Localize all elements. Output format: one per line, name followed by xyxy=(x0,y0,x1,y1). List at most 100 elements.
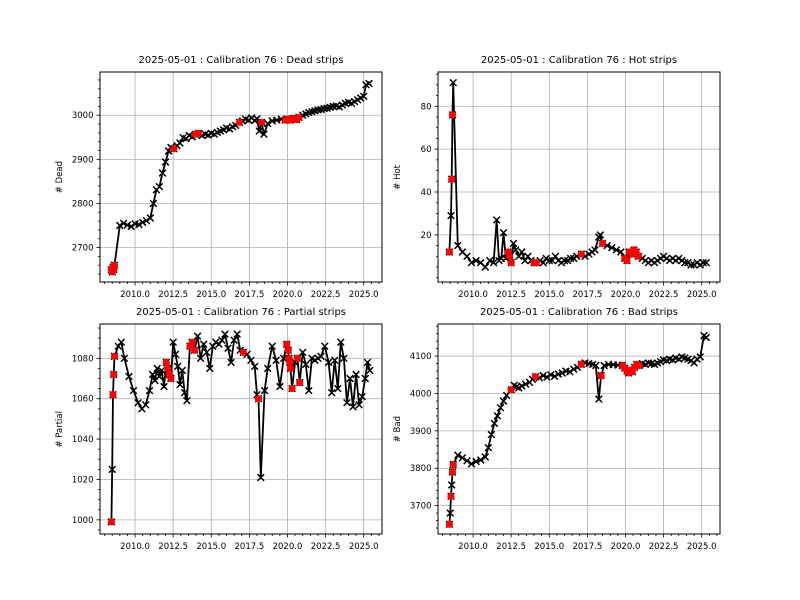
highlighted-point-marker xyxy=(110,352,119,360)
highlighted-point-marker xyxy=(507,259,515,267)
highlighted-point-marker xyxy=(162,358,170,366)
x-tick-label: 2022.5 xyxy=(649,290,679,300)
y-tick-label: 1020 xyxy=(72,475,94,485)
x-tick-label: 2022.5 xyxy=(311,542,341,552)
axes-frame xyxy=(437,323,721,535)
subplot-partial-strips: 2025-05-01 : Calibration 76 : Partial st… xyxy=(55,307,383,552)
highlighted-point-marker xyxy=(110,261,119,269)
x-tick-label: 2022.5 xyxy=(311,290,341,300)
chart-title-partial: 2025-05-01 : Calibration 76 : Partial st… xyxy=(135,307,347,318)
x-tick-label: 2025.0 xyxy=(349,290,379,300)
highlighted-point-marker xyxy=(634,252,643,260)
x-tick-label: 2012.5 xyxy=(158,290,188,300)
axes-frame xyxy=(437,71,721,283)
x-tick-label: 2020.0 xyxy=(611,542,641,552)
y-tick-label: 20 xyxy=(421,231,432,241)
x-tick-label: 2025.0 xyxy=(687,290,717,300)
data-series-line xyxy=(448,81,707,268)
x-tick-label: 2010.0 xyxy=(458,290,488,300)
x-tick-label: 2025.0 xyxy=(687,542,717,552)
highlighted-point-marker xyxy=(507,386,515,394)
highlighted-point-marker xyxy=(445,520,454,528)
highlighted-point-marker xyxy=(449,460,457,469)
highlighted-point-marker xyxy=(190,346,199,354)
plot-canvas-bad-strips: 2010.0 2012.5 2015.0 2017.5 2020.0 2022.5 2025… xyxy=(410,323,721,552)
chart-title-hot: 2025-05-01 : Calibration 76 : Hot strips xyxy=(480,55,678,66)
x-tick-label: 2017.5 xyxy=(573,542,603,552)
highlighted-point-marker xyxy=(532,259,540,267)
subplot-dead-strips: 2025-05-01 : Calibration 76 : Dead strip… xyxy=(55,55,383,300)
y-tick-label: 3700 xyxy=(410,502,432,512)
highlighted-point-marker xyxy=(293,354,301,362)
data-point-x-markers xyxy=(107,330,374,526)
y-tick-label: 3800 xyxy=(410,464,432,474)
x-tick-label: 2015.0 xyxy=(196,542,226,552)
plot-canvas-partial-strips: 2010.0 2012.5 2015.0 2017.5 2020.0 2022.5 2025… xyxy=(72,323,383,552)
highlighted-point-marker xyxy=(235,118,244,126)
plot-area-partial: 2010.0 2012.5 2015.0 2017.5 2020.0 2022.5 2025… xyxy=(72,323,383,552)
x-tick-label: 2017.5 xyxy=(235,290,265,300)
subplot-hot-strips: 2025-05-01 : Calibration 76 : Hot strips… xyxy=(393,55,721,300)
plot-canvas-hot-strips: 2010.0 2012.5 2015.0 2017.5 2020.0 2022.5 2025… xyxy=(421,71,721,300)
x-tick-label: 2015.0 xyxy=(534,542,564,552)
data-point-x-markers xyxy=(445,331,711,529)
chart-title-dead: 2025-05-01 : Calibration 76 : Dead strip… xyxy=(138,55,344,66)
plot-area-bad: 2010.0 2012.5 2015.0 2017.5 2020.0 2022.5 2025… xyxy=(410,323,721,552)
highlighted-point-marker xyxy=(239,348,247,356)
x-tick-label: 2020.0 xyxy=(273,542,303,552)
x-tick-label: 2015.0 xyxy=(534,290,564,300)
highlighted-point-marker xyxy=(283,340,291,348)
y-tick-label: 80 xyxy=(421,102,432,112)
x-tick-label: 2020.0 xyxy=(273,290,303,300)
x-tick-label: 2017.5 xyxy=(573,290,603,300)
x-tick-label: 2025.0 xyxy=(349,542,379,552)
y-tick-label: 2900 xyxy=(72,155,94,165)
highlighted-point-marker xyxy=(254,395,263,403)
x-tick-label: 2010.0 xyxy=(120,542,150,552)
y-tick-label: 3900 xyxy=(410,427,432,437)
y-tick-label: 40 xyxy=(421,188,432,198)
highlighted-point-marker xyxy=(597,371,605,380)
highlighted-point-marker xyxy=(110,370,118,379)
highlighted-point-marker xyxy=(506,252,514,260)
highlighted-point-marker xyxy=(623,256,631,265)
y-tick-label: 1080 xyxy=(72,354,94,364)
subplot-bad-strips: 2025-05-01 : Calibration 76 : Bad strips… xyxy=(393,307,721,552)
x-tick-label: 2022.5 xyxy=(649,542,679,552)
highlighted-point-marker xyxy=(448,468,457,476)
highlighted-point-marker xyxy=(448,111,457,119)
x-tick-label: 2012.5 xyxy=(158,542,188,552)
highlighted-point-marker xyxy=(286,358,294,366)
highlighted-point-marker xyxy=(170,145,178,153)
x-tick-label: 2012.5 xyxy=(496,542,526,552)
y-tick-label: 4000 xyxy=(410,390,432,400)
highlighted-point-marker xyxy=(167,374,175,383)
x-tick-label: 2020.0 xyxy=(611,290,641,300)
data-point-x-markers xyxy=(445,78,711,271)
plot-area-dead: 2010.0 2012.5 2015.0 2017.5 2020.0 2022.5 2025… xyxy=(72,71,383,300)
highlighted-point-marker xyxy=(109,391,117,399)
y-tick-label: 1040 xyxy=(72,435,94,445)
highlighted-point-marker xyxy=(194,129,202,137)
data-series-line xyxy=(110,333,371,522)
highlighted-point-marker xyxy=(296,378,304,387)
y-tick-label: 60 xyxy=(421,145,432,155)
y-tick-label: 2700 xyxy=(72,244,94,254)
highlighted-point-marker xyxy=(577,250,585,258)
axes-frame xyxy=(99,71,383,283)
chart-title-bad: 2025-05-01 : Calibration 76 : Bad strips xyxy=(480,307,678,318)
x-tick-label: 2015.0 xyxy=(196,290,226,300)
highlighted-point-marker xyxy=(288,385,296,393)
highlighted-point-marker xyxy=(286,364,295,373)
y-tick-label: 1000 xyxy=(72,516,94,526)
y-tick-label: 2800 xyxy=(72,199,94,209)
highlighted-point-marker xyxy=(284,346,292,354)
highlighted-point-marker xyxy=(531,373,540,381)
axes-frame xyxy=(99,323,383,535)
highlighted-point-marker xyxy=(448,175,456,183)
x-tick-label: 2017.5 xyxy=(235,542,265,552)
x-tick-label: 2010.0 xyxy=(120,290,150,300)
data-series-line xyxy=(110,82,370,273)
highlighted-point-marker xyxy=(188,338,196,346)
